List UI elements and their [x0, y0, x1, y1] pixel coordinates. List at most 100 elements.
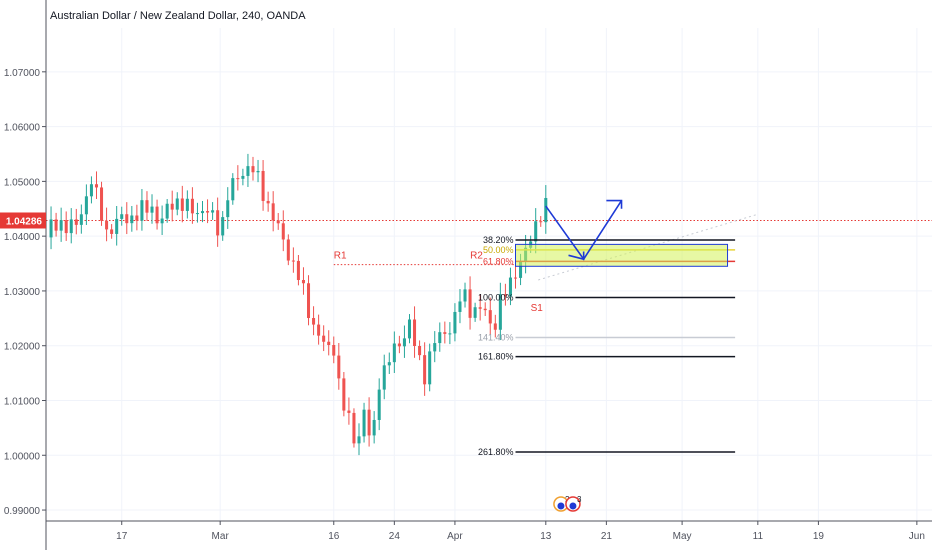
candle-body	[534, 221, 538, 242]
candle-body	[503, 294, 507, 297]
candle-body	[332, 345, 336, 356]
candle-body	[352, 412, 356, 444]
candle-body	[110, 229, 114, 234]
fib-label: 141.40%	[478, 332, 514, 342]
candle-body	[140, 200, 144, 221]
candle-body	[130, 215, 134, 224]
pivot-label: S1	[531, 303, 544, 314]
candle-body	[423, 355, 427, 385]
candle-body	[236, 178, 240, 180]
candle-body	[508, 277, 512, 297]
candle-body	[362, 409, 366, 437]
candle-body	[125, 214, 129, 224]
current-price-label: 1.04286	[6, 216, 43, 227]
candle-body	[105, 220, 109, 230]
candle-body	[221, 217, 225, 236]
candle-body	[473, 307, 477, 318]
y-tick-label: 1.04000	[4, 232, 41, 243]
candle-body	[539, 221, 543, 223]
candles	[49, 153, 548, 456]
x-tick-label: Mar	[212, 531, 230, 542]
x-tick-label: 19	[813, 531, 825, 542]
candle-body	[357, 436, 361, 444]
candle-body	[387, 362, 391, 366]
fib-label: 161.80%	[478, 352, 514, 362]
candle-body	[443, 332, 447, 334]
candle-body	[145, 200, 149, 213]
candle-body	[84, 196, 88, 215]
chart-title: Australian Dollar / New Zealand Dollar, …	[50, 10, 306, 22]
fib-label: 100.00%	[478, 293, 514, 303]
candle-body	[266, 200, 270, 204]
candle-body	[200, 211, 205, 214]
candle-body	[165, 203, 169, 219]
candle-body	[307, 283, 311, 319]
candle-body	[155, 206, 159, 224]
candle-body	[327, 341, 331, 346]
candle-body	[79, 214, 83, 225]
y-tick-label: 1.07000	[4, 68, 41, 79]
candle-body	[115, 218, 119, 234]
event-badge-icon	[557, 502, 565, 510]
y-tick-label: 1.06000	[4, 123, 41, 134]
candle-body	[413, 319, 417, 346]
candle-body	[150, 206, 154, 213]
candle-body	[216, 210, 220, 236]
candle-body	[94, 184, 98, 188]
candle-body	[89, 184, 93, 197]
candle-body	[337, 355, 341, 379]
candle-body	[74, 219, 78, 225]
candle-body	[433, 343, 437, 352]
candle-body	[175, 198, 179, 210]
candle-body	[317, 324, 321, 336]
candle-body	[382, 365, 386, 390]
candle-body	[488, 310, 492, 324]
candle-body	[64, 220, 68, 234]
candle-body	[59, 220, 63, 231]
candle-body	[271, 203, 275, 221]
candle-body	[49, 219, 53, 238]
candle-body	[160, 218, 164, 224]
candle-body	[276, 220, 280, 224]
candle-body	[402, 338, 406, 347]
candle-body	[281, 223, 285, 240]
candle-body	[377, 389, 381, 420]
candle-body	[448, 333, 452, 335]
x-tick-label: Jun	[909, 531, 925, 542]
candle-body	[458, 301, 462, 312]
y-tick-label: 0.99000	[4, 506, 41, 517]
candle-body	[322, 335, 326, 342]
candle-body	[231, 178, 235, 201]
candle-body	[513, 277, 518, 279]
x-tick-label: 17	[116, 531, 128, 542]
x-tick-label: Apr	[447, 531, 463, 542]
candle-body	[256, 170, 260, 173]
candle-body	[251, 166, 255, 173]
x-tick-label: 16	[328, 531, 340, 542]
candle-body	[463, 289, 467, 302]
y-tick-label: 1.05000	[4, 177, 41, 188]
candle-body	[407, 319, 412, 339]
fib-label: 61.80%	[483, 256, 514, 266]
grid	[46, 28, 932, 521]
candle-body	[261, 170, 265, 201]
candle-body	[483, 308, 487, 311]
y-tick-label: 1.01000	[4, 396, 41, 407]
candle-body	[453, 311, 457, 334]
annotations: 38.20%50.00%61.80% 100.00% 141.40% 161.80% 2…	[334, 199, 736, 512]
annotation-lines	[46, 213, 932, 281]
candle-body	[185, 198, 189, 211]
x-tick-label: 24	[389, 531, 401, 542]
arrow-head-up	[606, 199, 623, 209]
event-badge-icon	[569, 502, 577, 510]
y-tick-label: 1.03000	[4, 287, 41, 298]
candle-body	[301, 280, 305, 284]
candle-body	[478, 307, 482, 309]
candle-body	[493, 323, 497, 330]
y-tick-label: 1.02000	[4, 342, 41, 353]
candle-body	[54, 219, 58, 231]
candle-body	[226, 200, 230, 218]
candle-body	[367, 409, 371, 436]
